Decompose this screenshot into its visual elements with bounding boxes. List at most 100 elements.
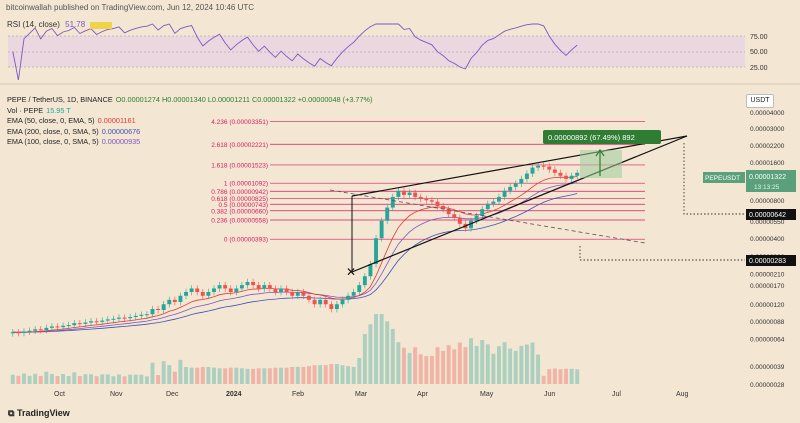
volume-bar bbox=[362, 333, 367, 384]
candle-body bbox=[195, 288, 200, 292]
candle-body bbox=[33, 329, 38, 331]
fib-label: 0 (0.00000393) bbox=[224, 237, 268, 244]
volume-bar bbox=[77, 376, 82, 384]
candle-body bbox=[502, 190, 507, 197]
target-projection-upper bbox=[683, 143, 745, 215]
volume-bar bbox=[117, 374, 121, 384]
volume-bar bbox=[105, 374, 110, 384]
volume-bar bbox=[16, 375, 21, 384]
candle-body bbox=[307, 295, 311, 300]
volume-bar bbox=[228, 367, 233, 384]
candle-body bbox=[167, 299, 172, 305]
volume-bar bbox=[424, 356, 429, 384]
volume-bar bbox=[83, 374, 88, 384]
candle-body bbox=[407, 192, 412, 196]
time-tick-label: Aug bbox=[676, 391, 689, 398]
price-tick-label: 0.00003000 bbox=[750, 126, 785, 133]
candle-body bbox=[77, 323, 82, 325]
legend-ema100-row[interactable]: EMA (100, close, 0, SMA, 5) 0.00000935 bbox=[7, 137, 373, 148]
volume-bar bbox=[267, 368, 272, 384]
ema200-line bbox=[12, 193, 578, 333]
volume-bar bbox=[195, 367, 200, 384]
candle-body bbox=[536, 165, 541, 168]
legend-ema200-row[interactable]: EMA (200, close, 0, SMA, 5) 0.00000676 bbox=[7, 127, 373, 138]
candle-body bbox=[100, 320, 105, 322]
price-tag-countdown: 13:13:25 bbox=[754, 184, 780, 191]
time-tick-label: Jun bbox=[544, 391, 555, 398]
candle-body bbox=[301, 291, 306, 296]
price-tick-label: 0.00002200 bbox=[750, 143, 785, 150]
volume-bar bbox=[256, 368, 261, 384]
volume-bar bbox=[223, 368, 228, 384]
level-tags: 0.00000642 0.00000283 bbox=[746, 209, 796, 266]
candle-body bbox=[128, 317, 133, 319]
footer: ⧉ TradingView bbox=[0, 405, 800, 423]
volume-bar bbox=[385, 321, 390, 384]
measure-tool: 0.00000892 (67.49%) 892 bbox=[543, 130, 661, 178]
volume-bar bbox=[390, 328, 395, 384]
volume-bar bbox=[452, 349, 457, 384]
rsi-tick-25: 25.00 bbox=[750, 65, 768, 72]
candle-body bbox=[374, 238, 378, 264]
candle-body bbox=[172, 299, 177, 302]
candle-body bbox=[239, 285, 244, 289]
price-axis: 0.00004000 0.00003000 0.00002200 0.00001600… bbox=[750, 110, 785, 389]
candle-body bbox=[267, 285, 272, 289]
volume-bar bbox=[245, 368, 250, 384]
legend-volume-row[interactable]: Vol · PEPE 15.95 T bbox=[7, 106, 373, 117]
volume-bar bbox=[457, 342, 462, 384]
tradingview-brand: TradingView bbox=[16, 408, 70, 418]
ema100-label: EMA (100, close, 0, SMA, 5) bbox=[7, 137, 99, 147]
rsi-value: 51.78 bbox=[65, 20, 86, 29]
price-tick-label: 0.00000400 bbox=[750, 236, 785, 243]
volume-bar bbox=[189, 367, 194, 384]
ema50-line bbox=[12, 176, 578, 333]
price-tick-label: 0.00000170 bbox=[750, 283, 785, 290]
legend-ema50-row[interactable]: EMA (50, close, 0, EMA, 5) 0.00001161 bbox=[7, 116, 373, 127]
candle-body bbox=[435, 201, 440, 207]
candle-body bbox=[61, 325, 66, 328]
volume-bar bbox=[513, 350, 518, 384]
price-tag-value: 0.00001322 bbox=[749, 174, 786, 181]
wedge-lower-line bbox=[351, 135, 688, 273]
candle-body bbox=[273, 288, 278, 292]
rsi-legend: RSI (14, close) 51.78 56.85 bbox=[7, 20, 112, 29]
volume-bar bbox=[72, 372, 77, 384]
candle-body bbox=[111, 318, 116, 320]
pair-label: PEPE / TetherUS, 1D, BINANCE bbox=[7, 95, 113, 104]
time-tick-label: Apr bbox=[417, 391, 429, 398]
candle-body bbox=[94, 321, 99, 323]
volume-bar bbox=[172, 371, 177, 384]
volume-bar bbox=[234, 367, 239, 384]
volume-bar bbox=[49, 373, 54, 384]
currency-selector[interactable]: USDT bbox=[746, 94, 774, 108]
measure-box bbox=[580, 150, 622, 178]
volume-bar bbox=[156, 375, 161, 384]
rsi-label: RSI (14, close) bbox=[7, 20, 60, 29]
time-tick-label: Mar bbox=[355, 391, 368, 398]
candle-body bbox=[575, 172, 580, 176]
price-tick-label: 0.00000800 bbox=[750, 198, 785, 205]
candle-body bbox=[83, 322, 88, 324]
candle-body bbox=[262, 285, 267, 289]
price-tick-label: 0.00004000 bbox=[750, 110, 785, 117]
rsi-tick-75: 75.00 bbox=[750, 34, 768, 41]
volume-bar bbox=[575, 369, 580, 384]
candle-body bbox=[485, 203, 490, 210]
time-tick-label: Feb bbox=[292, 391, 304, 398]
fib-label: 1 (0.00001092) bbox=[224, 181, 268, 188]
price-tick-label: 0.00000064 bbox=[750, 337, 785, 344]
candle-body bbox=[452, 214, 457, 218]
publish-header: bitcoinwallah published on TradingView.c… bbox=[0, 0, 800, 16]
candle-body bbox=[38, 329, 43, 331]
symbol-tag-label: PEPEUSDT bbox=[705, 175, 740, 182]
candle-body bbox=[189, 288, 194, 292]
volume-bar bbox=[100, 374, 105, 384]
candle-body bbox=[228, 288, 233, 292]
volume-bar bbox=[340, 365, 345, 384]
tradingview-logo-icon: ⧉ bbox=[8, 408, 15, 418]
candle-body bbox=[312, 299, 317, 305]
candle-body bbox=[530, 167, 535, 174]
candle-body bbox=[256, 285, 261, 289]
volume-bar bbox=[312, 365, 317, 384]
